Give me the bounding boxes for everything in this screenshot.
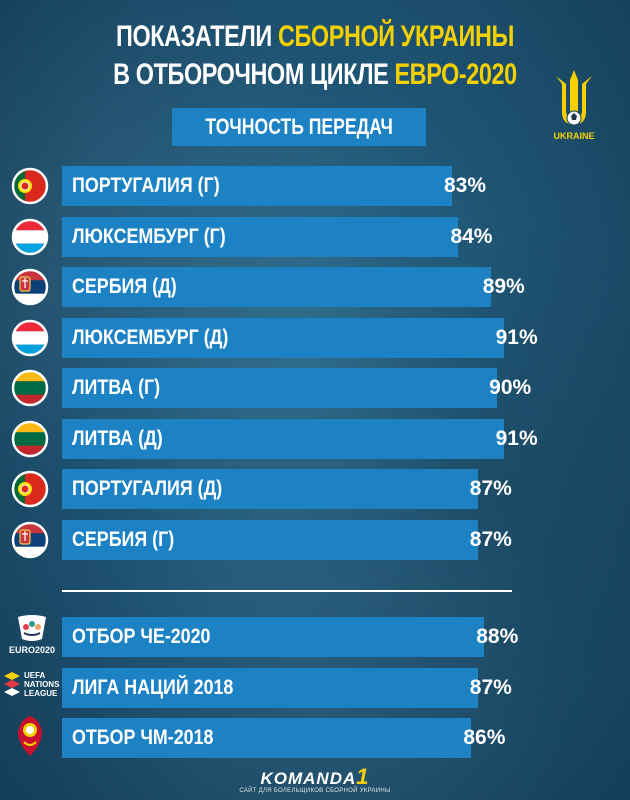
footer-tagline: САЙТ ДЛЯ БОЛЕЛЬЩИКОВ СБОРНОЙ УКРАИНЫ (239, 788, 391, 794)
footer-logo: KOMANDA1 САЙТ ДЛЯ БОЛЕЛЬЩИКОВ СБОРНОЙ УК… (200, 764, 430, 798)
bar (62, 469, 478, 509)
bar-value-label: 89% (482, 275, 525, 298)
title-white-2: В ОТБОРОЧНОМ ЦИКЛЕ (113, 58, 389, 91)
bar (62, 317, 504, 358)
lithuania-flag-icon (9, 419, 51, 459)
bar-row: ЛЮКСЕМБУРГ (Д) 91% (0, 317, 630, 358)
bar-category-label: ЛИТВА (Г) (72, 376, 161, 399)
bar (62, 667, 478, 708)
serbia-flag-icon (9, 520, 51, 560)
portugal-flag-icon (9, 469, 51, 509)
svg-text:NATIONS: NATIONS (24, 680, 60, 689)
bar-category-label: ЛЮКСЕМБУРГ (Г) (72, 224, 226, 248)
bar-row: ЛИТВА (Д) 91% (0, 418, 630, 459)
svg-text:EURO2020: EURO2020 (9, 645, 55, 655)
bar-value-label: 91% (495, 325, 538, 349)
group-separator (62, 590, 512, 592)
footer-brand: KOMANDA1 (200, 764, 430, 790)
bar-value-label: 87% (469, 675, 512, 699)
title-white-1: ПОКАЗАТЕЛИ (116, 20, 272, 53)
bar-category-label: ОТБОР ЧЕ-2020 (72, 625, 211, 648)
bar-value-label: 87% (469, 527, 512, 551)
bar-value-label: 87% (469, 477, 512, 500)
crest-label: UKRAINE (553, 131, 595, 141)
bar-row: СЕРБИЯ (Д) 89% (0, 267, 630, 307)
bar-category-label: СЕРБИЯ (Д) (72, 275, 177, 298)
bar (62, 267, 491, 307)
bar (62, 368, 498, 408)
euro2020-logo-icon: EURO2020 (6, 613, 55, 655)
serbia-flag-icon (9, 267, 51, 307)
bar-value-label: 83% (444, 174, 487, 197)
bar-row: ПОРТУГАЛИЯ (Г) 83% (0, 166, 630, 206)
bar-category-label: ЛИГА НАЦИЙ 2018 (72, 675, 234, 699)
bar-value-label: 88% (476, 625, 519, 648)
bar-row: ОТБОР ЧМ-2018 86% (0, 716, 630, 758)
ukraine-crest-icon (556, 70, 592, 126)
title-line-2: В ОТБОРОЧНОМ ЦИКЛЕ ЕВРО-2020 (69, 56, 560, 94)
bar (62, 418, 504, 459)
bar (62, 216, 459, 257)
bar (62, 166, 452, 206)
bar-row: ПОРТУГАЛИЯ (Д) 87% (0, 469, 630, 509)
header: ПОКАЗАТЕЛИ СБОРНОЙ УКРАИНЫ В ОТБОРОЧНОМ … (0, 18, 630, 94)
luxembourg-flag-icon (9, 318, 51, 358)
bar-value-label: 91% (495, 426, 538, 450)
bar-row: ЛЮКСЕМБУРГ (Г) 84% (0, 216, 630, 257)
bar (62, 718, 472, 758)
title-yellow-1: СБОРНОЙ УКРАИНЫ (277, 20, 514, 53)
footer-brand-text: KOMANDA (260, 769, 357, 788)
bar-row: UEFA NATIONS LEAGUE ЛИГА НАЦИЙ 2018 87% (0, 667, 630, 708)
bar-value-label: 84% (450, 224, 493, 248)
bar-row: EURO2020 ОТБОР ЧЕ-2020 88% (0, 615, 630, 657)
bar-value-label: 86% (463, 726, 506, 749)
title-yellow-2: ЕВРО-2020 (394, 58, 517, 91)
subtitle: ТОЧНОСТЬ ПЕРЕДАЧ (205, 114, 393, 139)
bar (62, 617, 485, 657)
svg-text:LEAGUE: LEAGUE (24, 689, 58, 698)
portugal-flag-icon (9, 166, 51, 206)
bar-category-label: ОТБОР ЧМ-2018 (72, 726, 214, 749)
lithuania-flag-icon (9, 368, 51, 408)
footer-brand-num: 1 (356, 764, 370, 789)
bar-category-label: ЛИТВА (Д) (72, 426, 163, 450)
bar (62, 519, 478, 560)
subtitle-banner: ТОЧНОСТЬ ПЕРЕДАЧ (172, 108, 426, 146)
bar-value-label: 90% (489, 376, 532, 399)
bar-row: ЛИТВА (Г) 90% (0, 368, 630, 408)
worldcup2018-logo-icon (14, 714, 56, 756)
bar-category-label: СЕРБИЯ (Г) (72, 527, 175, 551)
luxembourg-flag-icon (9, 217, 51, 257)
bar-category-label: ПОРТУГАЛИЯ (Г) (72, 174, 220, 197)
bar-row: СЕРБИЯ (Г) 87% (0, 519, 630, 560)
title-line-1: ПОКАЗАТЕЛИ СБОРНОЙ УКРАИНЫ (69, 18, 560, 56)
svg-text:UEFA: UEFA (24, 671, 46, 680)
nations-league-logo-icon: UEFA NATIONS LEAGUE (2, 664, 60, 704)
bar-category-label: ПОРТУГАЛИЯ (Д) (72, 477, 223, 500)
bar-category-label: ЛЮКСЕМБУРГ (Д) (72, 325, 229, 349)
